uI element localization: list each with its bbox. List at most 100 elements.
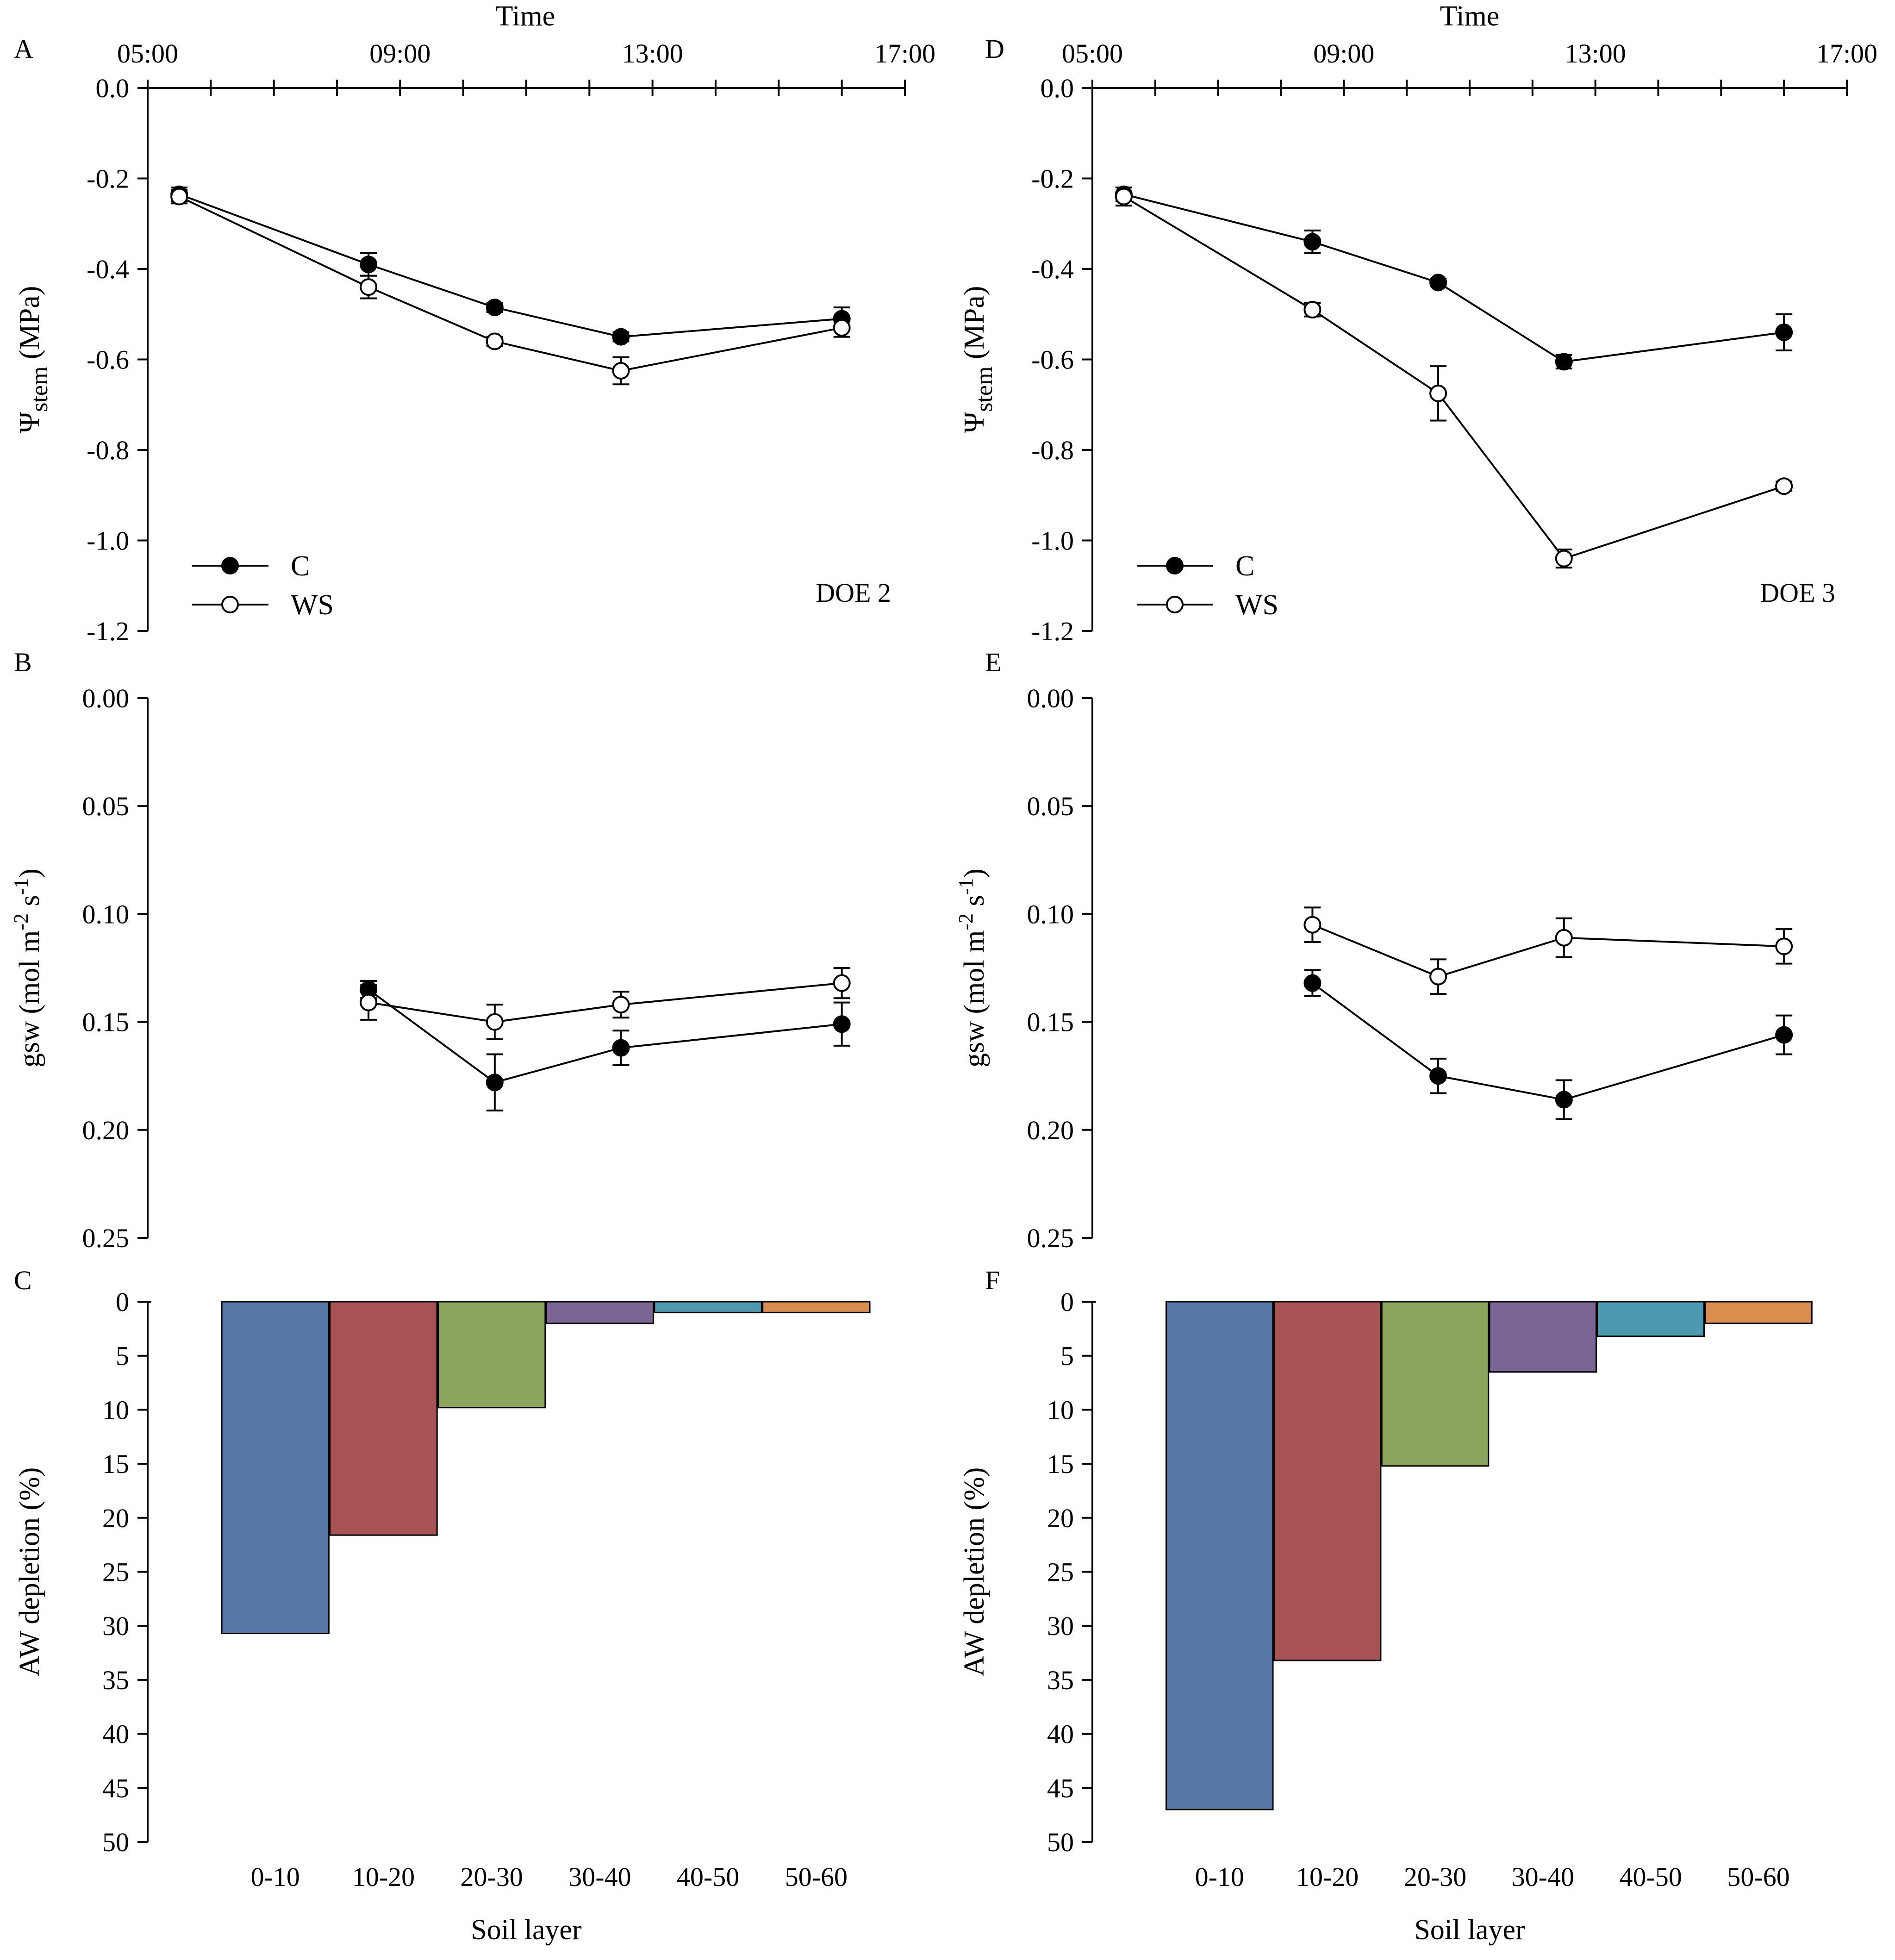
chart-panel-B: B 0.00 0.05 0.10 0.15 0.20 0.25 gsw (mol m-2 s-… bbox=[10, 647, 851, 1253]
data-point-WS bbox=[1429, 384, 1447, 402]
x-axis-label: Soil layer bbox=[1414, 1914, 1525, 1946]
y-tick-label: 20 bbox=[102, 1503, 129, 1533]
y-axis-label: Ψstem (MPa) bbox=[14, 286, 53, 433]
data-point-WS bbox=[612, 996, 630, 1014]
y-tick-label: -0.2 bbox=[87, 164, 129, 194]
data-point-WS bbox=[486, 1013, 504, 1031]
data-point-WS bbox=[1115, 187, 1133, 206]
bar-50-60 bbox=[762, 1301, 871, 1313]
x-tick-label: 50-60 bbox=[1727, 1862, 1789, 1892]
legend-marker bbox=[1166, 596, 1184, 613]
x-axis-label: Time bbox=[1440, 0, 1500, 32]
y-tick-label: 0.00 bbox=[1027, 683, 1074, 713]
series-line-C bbox=[179, 193, 842, 338]
data-point-WS bbox=[1775, 477, 1793, 495]
bar-20-30 bbox=[437, 1301, 546, 1409]
data-point-WS bbox=[360, 993, 378, 1011]
bar-10-20 bbox=[329, 1301, 438, 1536]
bar-40-50 bbox=[654, 1301, 762, 1313]
x-tick-label: 05:00 bbox=[1062, 38, 1123, 69]
legend-marker bbox=[1166, 557, 1184, 574]
chart-panel-A: A 0.0 -0.2 -0.4 -0.6 -0.8 -1.0 -1.2 Ψstem (MPa) 0… bbox=[14, 0, 935, 646]
y-label-main: gsw (mol m bbox=[14, 930, 45, 1067]
data-point-WS bbox=[486, 332, 504, 350]
legend-label: C bbox=[1235, 550, 1254, 582]
legend-marker bbox=[221, 596, 239, 613]
panel-label: D bbox=[985, 34, 1004, 64]
y-tick-label: 0.10 bbox=[82, 899, 130, 929]
y-label-main: Ψ bbox=[959, 412, 990, 433]
y-label-unit: (MPa) bbox=[14, 286, 45, 367]
x-tick-label: 09:00 bbox=[369, 38, 430, 69]
panel-label: F bbox=[985, 1265, 1000, 1295]
x-tick-label: 09:00 bbox=[1313, 38, 1374, 69]
y-tick-label: 35 bbox=[1047, 1665, 1074, 1695]
bar-0-10 bbox=[1166, 1301, 1274, 1810]
series-line-WS bbox=[179, 195, 842, 372]
panel-label: A bbox=[14, 34, 33, 64]
y-tick-label: -1.0 bbox=[1031, 526, 1074, 556]
y-label-unit: (MPa) bbox=[959, 286, 990, 367]
x-tick-label: 50-60 bbox=[785, 1862, 848, 1892]
x-tick-label: 17:00 bbox=[874, 38, 935, 69]
y-tick-label: 0.10 bbox=[1027, 899, 1074, 929]
y-label-sup: -2 bbox=[954, 913, 977, 930]
data-point-C bbox=[1555, 353, 1573, 371]
y-tick-label: 40 bbox=[102, 1719, 129, 1749]
y-tick-label: 0.20 bbox=[1027, 1115, 1074, 1145]
y-label-end: ) bbox=[959, 868, 990, 878]
y-label-sup: -1 bbox=[10, 878, 32, 895]
data-point-C bbox=[612, 328, 630, 346]
data-point-WS bbox=[1555, 549, 1573, 568]
data-point-C bbox=[1555, 1091, 1573, 1109]
legend-label: WS bbox=[1235, 589, 1278, 621]
x-tick-label: 0-10 bbox=[1195, 1862, 1244, 1892]
y-label-main: gsw (mol m bbox=[959, 930, 990, 1067]
legend-marker bbox=[221, 557, 239, 574]
series-line-C bbox=[1123, 193, 1784, 363]
panel-annotation: DOE 3 bbox=[1760, 578, 1835, 608]
chart-panel-D: D 0.0 -0.2 -0.4 -0.6 -0.8 -1.0 -1.2 Ψstem (MPa) 0… bbox=[959, 0, 1877, 646]
y-label-sup: -2 bbox=[10, 913, 32, 930]
x-tick-label: 40-50 bbox=[677, 1862, 739, 1892]
y-label-mid: s bbox=[959, 895, 990, 913]
x-axis-label: Time bbox=[496, 0, 555, 32]
panel-label: E bbox=[985, 647, 1001, 677]
data-point-C bbox=[1775, 1026, 1793, 1044]
y-label-sub: stem bbox=[971, 366, 997, 412]
y-tick-label: 45 bbox=[102, 1773, 129, 1803]
y-tick-label: 25 bbox=[102, 1557, 129, 1587]
data-point-WS bbox=[360, 278, 378, 296]
legend-label: WS bbox=[291, 589, 334, 621]
chart-panel-F: F 0 5 10 15 20 25 30 35 40 45 50 AW depletion (%) 0-1… bbox=[959, 1265, 1813, 1946]
data-point-C bbox=[1303, 974, 1322, 992]
x-tick-label: 13:00 bbox=[1565, 38, 1626, 69]
x-tick-label: 40-50 bbox=[1620, 1862, 1682, 1892]
x-tick-label: 17:00 bbox=[1816, 38, 1877, 69]
y-tick-label: -0.4 bbox=[87, 254, 129, 284]
bar-10-20 bbox=[1273, 1301, 1382, 1661]
series-line-WS bbox=[368, 982, 842, 1023]
data-point-WS bbox=[1303, 300, 1322, 318]
y-tick-label: 0.0 bbox=[1041, 73, 1074, 103]
y-tick-label: 40 bbox=[1047, 1719, 1074, 1749]
y-tick-label: 0.05 bbox=[82, 791, 130, 821]
panel-label: C bbox=[14, 1265, 32, 1295]
x-tick-label: 20-30 bbox=[1404, 1862, 1466, 1892]
bar-50-60 bbox=[1704, 1301, 1813, 1324]
data-point-C bbox=[486, 299, 504, 317]
y-tick-label: -1.2 bbox=[1031, 616, 1074, 646]
data-point-WS bbox=[833, 974, 851, 992]
bar-30-40 bbox=[545, 1301, 655, 1324]
data-point-WS bbox=[612, 362, 630, 380]
y-tick-label: 25 bbox=[1047, 1557, 1074, 1587]
y-tick-label: 5 bbox=[1060, 1341, 1074, 1371]
panel-annotation: DOE 2 bbox=[816, 578, 891, 608]
y-tick-label: 0.05 bbox=[1027, 791, 1074, 821]
y-tick-label: -0.8 bbox=[87, 435, 129, 465]
y-tick-label: 0.15 bbox=[1027, 1007, 1074, 1037]
y-axis-label: gsw (mol m-2 s-1) bbox=[954, 868, 990, 1067]
y-label-sub: stem bbox=[26, 366, 53, 412]
y-axis-label: AW depletion (%) bbox=[959, 1467, 990, 1677]
y-tick-label: 0 bbox=[1060, 1287, 1074, 1317]
